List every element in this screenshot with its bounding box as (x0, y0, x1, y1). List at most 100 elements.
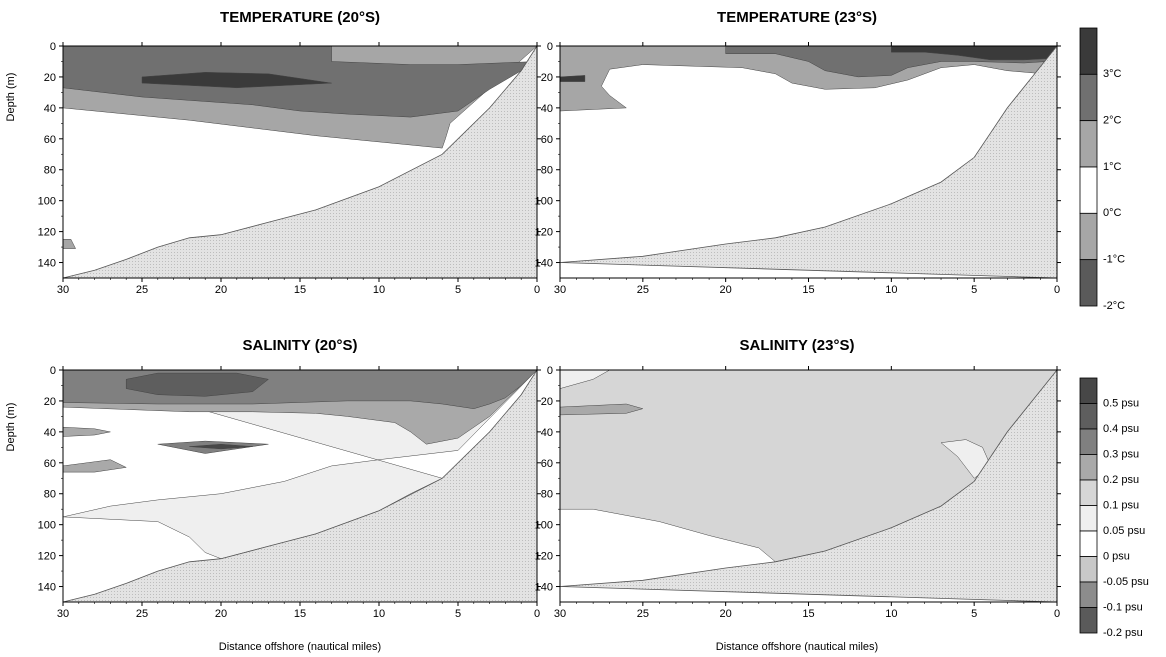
legend-label: -0.2 psu (1103, 627, 1143, 639)
x-tick-label: 5 (455, 284, 461, 296)
x-tick-label: 20 (215, 284, 227, 296)
y-tick-label: 20 (44, 72, 56, 84)
y-axis-label-sal-20s: Depth (m) (5, 403, 17, 452)
y-tick-label: 80 (44, 489, 56, 501)
legend-label: -1°C (1103, 254, 1125, 266)
contour-region-5 (125, 372, 269, 397)
legend-label: 0°C (1103, 207, 1122, 219)
x-tick-label: 0 (534, 284, 540, 296)
x-tick-label: 5 (971, 284, 977, 296)
y-tick-label: 140 (535, 258, 553, 270)
y-axis-label-temp-20s: Depth (m) (5, 73, 17, 122)
legend-label: 0.05 psu (1103, 525, 1145, 537)
legend-label: 3°C (1103, 68, 1122, 80)
y-tick-label: 140 (38, 258, 56, 270)
legend-label: 0.1 psu (1103, 499, 1139, 511)
y-tick-label: 140 (535, 582, 553, 594)
legend-label: 0.2 psu (1103, 474, 1139, 486)
y-tick-label: 40 (44, 427, 56, 439)
x-tick-label: 20 (720, 284, 732, 296)
legend-label: 0.4 psu (1103, 423, 1139, 435)
legend-label: -0.1 psu (1103, 601, 1143, 613)
legend-temperature: 3°C 2°C 1°C 0°C -1°C -2°C (1079, 27, 1125, 312)
x-tick-label: 10 (373, 284, 385, 296)
contour-region-2 (141, 72, 332, 89)
x-tick-label: 15 (294, 284, 306, 296)
seafloor (62, 368, 538, 603)
x-tick-label: 10 (885, 284, 897, 296)
y-tick-label: 60 (44, 134, 56, 146)
x-tick-label: 0 (534, 608, 540, 620)
x-tick-label: 25 (136, 608, 148, 620)
y-tick-label: 60 (541, 458, 553, 470)
legend-swatch (1079, 377, 1098, 404)
legend-swatch (1079, 556, 1098, 583)
x-tick-label: 0 (1054, 284, 1060, 296)
y-tick-label: 120 (535, 227, 553, 239)
panel-temperature-20s: 30 25 20 15 10 5 0 0 20 40 60 80 100 120 140 (38, 41, 541, 296)
x-tick-label: 5 (971, 608, 977, 620)
y-tick-label: 100 (535, 196, 553, 208)
y-tick-label: 120 (38, 551, 56, 563)
legend-swatch (1079, 581, 1098, 608)
panel-title-sal-23s: SALINITY (23°S) (740, 337, 855, 354)
y-tick-label: 140 (38, 582, 56, 594)
y-tick-label: 40 (541, 427, 553, 439)
x-axis-label-sal-20s: Distance offshore (nautical miles) (219, 641, 381, 653)
legend-swatch (1079, 607, 1098, 634)
x-tick-label: 20 (215, 608, 227, 620)
panel-salinity-20s: 30 25 20 15 10 5 0 0 20 40 60 80 100 120 140 (38, 365, 541, 620)
x-tick-label: 15 (802, 284, 814, 296)
x-tick-label: 5 (455, 608, 461, 620)
x-tick-label: 25 (637, 608, 649, 620)
x-tick-label: 25 (637, 284, 649, 296)
x-axis-label-sal-23s: Distance offshore (nautical miles) (716, 641, 878, 653)
panel-title-temp-23s: TEMPERATURE (23°S) (717, 9, 877, 26)
x-tick-label: 30 (57, 284, 69, 296)
x-tick-label: 25 (136, 284, 148, 296)
legend-label: -0.05 psu (1103, 576, 1149, 588)
legend-swatch (1079, 73, 1098, 122)
legend-salinity: 0.5 psu 0.4 psu 0.3 psu 0.2 psu 0.1 psu 0.05 … (1079, 377, 1149, 639)
y-tick-label: 20 (541, 396, 553, 408)
x-tick-label: 10 (885, 608, 897, 620)
legend-swatch (1079, 212, 1098, 261)
y-tick-label: 20 (44, 396, 56, 408)
legend-swatch (1079, 403, 1098, 430)
legend-swatch (1079, 530, 1098, 557)
y-tick-label: 0 (50, 41, 56, 53)
panel-temperature-23s: 30 25 20 15 10 5 0 0 20 40 60 80 100 120 140 (535, 41, 1061, 296)
x-tick-label: 30 (57, 608, 69, 620)
y-tick-label: 100 (38, 196, 56, 208)
y-tick-label: 80 (44, 165, 56, 177)
y-tick-label: 40 (44, 103, 56, 115)
x-tick-label: 10 (373, 608, 385, 620)
legend-swatch (1079, 505, 1098, 532)
y-tick-label: 20 (541, 72, 553, 84)
legend-swatch (1079, 120, 1098, 168)
y-tick-label: 60 (44, 458, 56, 470)
seafloor (62, 44, 538, 279)
legend-swatch (1079, 27, 1098, 75)
panel-title-sal-20s: SALINITY (20°S) (243, 337, 358, 354)
contour-region-3 (940, 439, 992, 479)
y-tick-label: 120 (535, 551, 553, 563)
legend-label: -2°C (1103, 300, 1125, 312)
x-tick-label: 15 (802, 608, 814, 620)
x-tick-label: 0 (1054, 608, 1060, 620)
legend-label: 1°C (1103, 161, 1122, 173)
x-tick-label: 30 (554, 608, 566, 620)
x-tick-label: 20 (720, 608, 732, 620)
legend-swatch (1079, 259, 1098, 307)
legend-label: 0.3 psu (1103, 448, 1139, 460)
y-tick-label: 120 (38, 227, 56, 239)
y-tick-label: 100 (38, 520, 56, 532)
legend-label: 2°C (1103, 115, 1122, 127)
y-tick-label: 80 (541, 489, 553, 501)
y-tick-label: 0 (50, 365, 56, 377)
legend-swatch (1079, 166, 1098, 214)
panel-salinity-23s: 30 25 20 15 10 5 0 0 20 40 60 80 100 120 140 (535, 365, 1061, 620)
legend-label: 0 psu (1103, 550, 1130, 562)
y-tick-label: 0 (547, 365, 553, 377)
